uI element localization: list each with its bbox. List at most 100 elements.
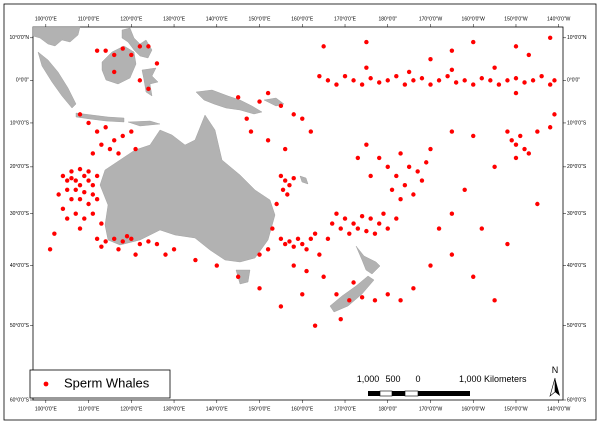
sighting-point <box>86 120 91 126</box>
sighting-point <box>368 173 373 179</box>
sighting-point <box>398 197 403 202</box>
lesser-sunda <box>127 120 161 127</box>
sighting-point <box>280 187 286 193</box>
sighting-point <box>364 39 369 45</box>
sighting-point <box>300 292 305 297</box>
sightings <box>47 35 557 328</box>
sighting-point <box>312 231 318 236</box>
sighting-point <box>526 52 532 58</box>
x-tick-label: 160°0'0"E <box>291 406 314 412</box>
sighting-point <box>539 73 544 79</box>
sighting-point <box>82 189 87 195</box>
y-tick-label: 20°0'0"S <box>10 164 30 170</box>
sighting-point <box>282 146 288 152</box>
sighting-point <box>342 73 348 79</box>
sighting-point <box>64 216 70 221</box>
sighting-point <box>398 298 403 303</box>
sighting-point <box>385 226 390 231</box>
sighting-point <box>368 216 373 221</box>
sighting-point <box>77 166 83 172</box>
sighting-point <box>77 182 83 188</box>
sighting-point <box>248 129 254 134</box>
sighting-point <box>94 48 100 53</box>
sighting-point <box>424 160 429 165</box>
sighting-point <box>334 211 339 216</box>
sighting-point <box>479 226 484 231</box>
sighting-point <box>479 76 484 81</box>
x-tick-label: 160°0'0"W <box>462 16 486 22</box>
sighting-point <box>103 125 108 130</box>
sighting-point <box>291 112 296 117</box>
sighting-point <box>364 142 369 147</box>
sighting-point <box>513 76 519 81</box>
sighting-point <box>449 252 455 257</box>
y-tick-label: 50°0'0"S <box>10 323 30 329</box>
sighting-point <box>99 142 104 147</box>
sighting-point <box>338 316 343 322</box>
x-tick-label: 140°0'0"W <box>547 406 571 412</box>
sighting-point <box>377 155 382 161</box>
scale-seg <box>368 391 380 396</box>
scale-seg <box>392 391 405 396</box>
sighting-point <box>377 80 382 85</box>
sighting-point <box>77 226 83 231</box>
philippines <box>121 27 153 59</box>
sighting-point <box>436 78 442 83</box>
sighting-point <box>69 197 74 202</box>
sighting-point <box>385 292 390 297</box>
sighting-point <box>509 138 514 143</box>
sighting-point <box>411 192 416 197</box>
borneo <box>101 45 137 85</box>
sighting-point <box>325 78 331 83</box>
legend-label: Sperm Whales <box>64 375 150 390</box>
y-tick-label: 60°0'0"S <box>567 397 587 403</box>
arrow-half <box>549 377 556 397</box>
sighting-point <box>73 178 78 183</box>
sighting-point <box>82 173 87 179</box>
sighting-point <box>304 247 309 252</box>
sighting-point <box>154 241 160 247</box>
sighting-point <box>372 298 378 303</box>
sighting-point <box>235 274 241 279</box>
sighting-point <box>513 142 519 147</box>
sighting-point <box>419 178 425 183</box>
sighting-point <box>137 44 143 49</box>
sighting-point <box>116 151 121 156</box>
x-tick-label: 150°0'0"E <box>249 406 272 412</box>
sighting-point <box>90 192 96 197</box>
sighting-point <box>64 187 70 193</box>
y-tick-label: 0°0'0" <box>16 78 29 84</box>
tasmania <box>235 269 251 285</box>
sighting-point <box>505 241 510 247</box>
sighting-point <box>94 236 100 242</box>
sighting-point <box>116 247 121 252</box>
sighting-point <box>99 221 104 226</box>
sighting-point <box>471 274 476 279</box>
sighting-point <box>535 129 540 134</box>
sighting-point <box>445 73 450 79</box>
x-tick-label: 180°0'0" <box>378 16 397 22</box>
new-caledonia <box>299 175 309 185</box>
sighting-point <box>317 252 322 257</box>
x-tick-label: 120°0'0"E <box>120 16 143 22</box>
y-tick-label: 40°0'0"S <box>10 263 30 269</box>
sighting-point <box>47 247 53 252</box>
sighting-point <box>359 295 365 300</box>
sighting-point <box>321 44 326 49</box>
sighting-point <box>505 78 510 83</box>
sighting-point <box>244 116 249 121</box>
x-tick-label: 150°0'0"W <box>504 16 528 22</box>
sighting-point <box>492 164 497 170</box>
sighting-point <box>547 82 553 87</box>
sighting-point <box>406 164 412 170</box>
sighting-point <box>347 298 352 303</box>
scale-bar: 1,000 500 0 1,000 Kilometers <box>357 374 527 397</box>
sighting-point <box>235 95 241 100</box>
sighting-point <box>411 78 416 83</box>
sighting-point <box>462 187 467 193</box>
australia <box>99 114 276 263</box>
sighting-point <box>492 298 497 303</box>
sighting-point <box>300 116 305 121</box>
x-tick-label: 100°0'0"E <box>35 16 58 22</box>
